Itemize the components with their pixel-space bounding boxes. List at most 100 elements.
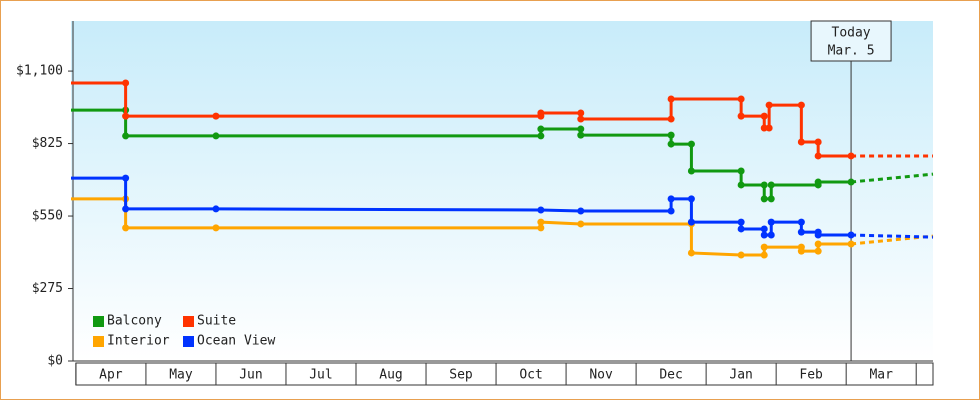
- point: [737, 181, 745, 189]
- point: [577, 125, 585, 133]
- plot-background: [71, 21, 933, 361]
- legend-swatch: [93, 316, 104, 327]
- forecast-line: [850, 172, 934, 184]
- y-tick-label: $550: [32, 209, 63, 224]
- point: [760, 124, 768, 132]
- x-tick-label: May: [169, 368, 193, 383]
- point: [577, 207, 585, 215]
- point: [667, 115, 675, 123]
- point: [797, 247, 805, 255]
- point: [760, 181, 768, 189]
- x-tick-label: Sep: [449, 368, 473, 383]
- point: [122, 132, 130, 140]
- x-tick-label: Dec: [659, 368, 682, 383]
- legend-label: Balcony: [107, 314, 162, 329]
- point: [687, 140, 695, 148]
- x-tick-label: Mar: [869, 368, 893, 383]
- point: [847, 178, 855, 186]
- point: [737, 225, 745, 233]
- today-label: Today: [832, 26, 871, 41]
- point: [767, 195, 775, 203]
- x-tick-label: Jul: [309, 368, 332, 383]
- point: [737, 218, 745, 226]
- point: [667, 195, 675, 203]
- point: [212, 224, 220, 232]
- point: [687, 249, 695, 257]
- point: [737, 167, 745, 175]
- forecast-line: [851, 233, 934, 239]
- point: [537, 224, 545, 232]
- today-box: [810, 20, 892, 62]
- point: [814, 231, 822, 239]
- point: [212, 205, 220, 213]
- x-tick-label: Apr: [99, 368, 123, 383]
- point: [737, 95, 745, 103]
- point: [577, 109, 585, 117]
- point: [814, 138, 822, 146]
- forecast-line: [850, 234, 934, 246]
- point: [760, 225, 768, 233]
- point: [760, 243, 768, 251]
- x-tick-label: Aug: [379, 368, 402, 383]
- point: [767, 231, 775, 239]
- legend-label: Suite: [197, 314, 236, 329]
- point: [687, 167, 695, 175]
- point: [537, 109, 545, 117]
- legend-swatch: [183, 316, 194, 327]
- x-tick-label: Jan: [729, 368, 752, 383]
- point: [537, 218, 545, 226]
- point: [212, 132, 220, 140]
- point: [687, 195, 695, 203]
- point: [847, 240, 855, 248]
- point: [814, 178, 822, 186]
- point: [760, 231, 768, 239]
- point: [765, 101, 773, 109]
- legend-swatch: [93, 336, 104, 347]
- x-tick-label: Nov: [589, 368, 613, 383]
- x-tick-label: Oct: [519, 368, 542, 383]
- y-tick-label: $0: [47, 354, 63, 369]
- point: [122, 224, 130, 232]
- point: [737, 112, 745, 120]
- point: [577, 131, 585, 139]
- legend-label: Interior: [107, 334, 170, 349]
- point: [577, 220, 585, 228]
- point: [687, 218, 695, 226]
- point: [122, 205, 130, 213]
- point: [212, 112, 220, 120]
- point: [814, 152, 822, 160]
- point: [814, 247, 822, 255]
- point: [537, 206, 545, 214]
- y-tick-label: $825: [32, 136, 63, 151]
- y-tick-label: $275: [32, 281, 63, 296]
- point: [537, 132, 545, 140]
- point: [767, 218, 775, 226]
- point: [797, 218, 805, 226]
- point: [667, 140, 675, 148]
- point: [760, 195, 768, 203]
- point: [577, 115, 585, 123]
- point: [847, 231, 855, 239]
- point: [767, 181, 775, 189]
- point: [537, 125, 545, 133]
- point: [760, 112, 768, 120]
- y-tick-label: $1,100: [16, 64, 63, 79]
- legend-label: Ocean View: [197, 334, 275, 349]
- today-label: Mar. 5: [828, 44, 875, 59]
- point: [760, 251, 768, 259]
- point: [122, 174, 130, 182]
- point: [667, 131, 675, 139]
- point: [797, 101, 805, 109]
- point: [667, 207, 675, 215]
- point: [797, 228, 805, 236]
- legend-swatch: [183, 336, 194, 347]
- point: [667, 95, 675, 103]
- point: [797, 138, 805, 146]
- x-tick-label: Jun: [239, 368, 262, 383]
- point: [814, 240, 822, 248]
- point: [122, 112, 130, 120]
- point: [765, 124, 773, 132]
- point: [122, 79, 130, 87]
